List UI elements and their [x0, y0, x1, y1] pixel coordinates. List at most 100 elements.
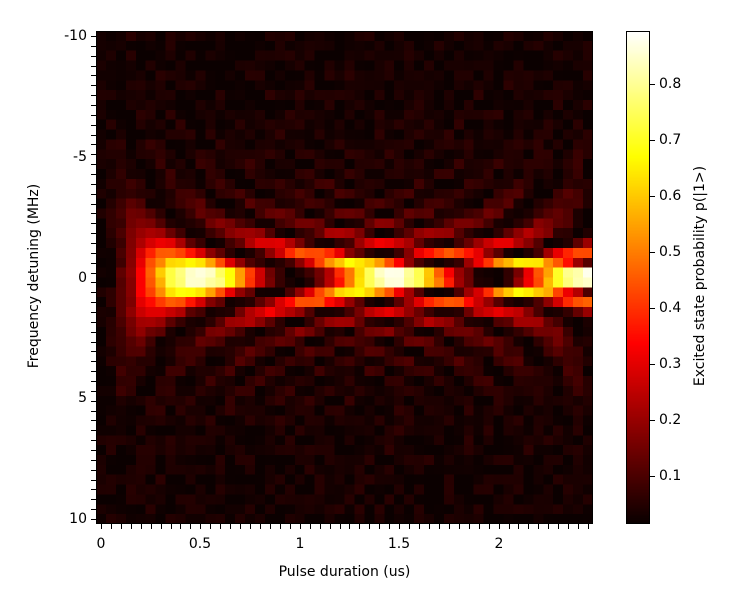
x-tick — [509, 524, 510, 529]
x-tick — [568, 524, 569, 529]
x-tick — [200, 524, 201, 529]
x-tick — [190, 524, 191, 529]
x-tick — [340, 524, 341, 529]
y-tick — [91, 253, 96, 254]
colorbar-tick-label: 0.8 — [659, 76, 682, 92]
x-tick — [220, 524, 221, 529]
x-tick — [210, 524, 211, 529]
x-tick-label: 0.5 — [188, 536, 212, 552]
y-tick — [91, 213, 96, 214]
x-tick — [131, 524, 132, 529]
x-tick — [161, 524, 162, 529]
x-tick — [260, 524, 261, 529]
y-tick — [91, 273, 96, 274]
colorbar-tick — [650, 308, 655, 309]
y-tick — [91, 144, 96, 145]
x-tick — [578, 524, 579, 529]
x-tick — [419, 524, 420, 529]
x-tick — [479, 524, 480, 529]
y-tick — [91, 66, 96, 67]
colorbar-tick — [650, 364, 655, 365]
y-tick-label: -5 — [73, 149, 87, 165]
x-tick — [121, 524, 122, 529]
colorbar — [626, 31, 650, 524]
y-tick — [91, 450, 96, 451]
x-tick — [151, 524, 152, 529]
colorbar-tick — [650, 84, 655, 85]
colorbar-tick-label: 0.6 — [659, 188, 682, 204]
x-tick — [469, 524, 470, 529]
y-tick — [91, 302, 96, 303]
colorbar-tick-label: 0.4 — [659, 300, 682, 316]
y-tick — [91, 430, 96, 431]
x-tick — [459, 524, 460, 529]
y-tick — [91, 282, 96, 283]
y-tick-label: 0 — [78, 270, 87, 286]
x-tick — [270, 524, 271, 529]
x-tick — [588, 524, 589, 529]
y-tick — [91, 292, 96, 293]
y-tick — [91, 194, 96, 195]
y-tick — [91, 36, 96, 37]
colorbar-tick — [650, 252, 655, 253]
y-tick — [91, 85, 96, 86]
colorbar-tick-label: 0.1 — [659, 468, 682, 484]
x-tick — [101, 524, 102, 529]
y-tick — [91, 440, 96, 441]
y-tick — [91, 56, 96, 57]
y-tick — [91, 322, 96, 323]
x-tick — [250, 524, 251, 529]
colorbar-tick-label: 0.5 — [659, 244, 682, 260]
colorbar-tick-label: 0.3 — [659, 356, 682, 372]
colorbar-tick-label: 0.7 — [659, 132, 682, 148]
x-tick — [320, 524, 321, 529]
y-tick — [91, 115, 96, 116]
y-tick-label: 10 — [69, 511, 87, 527]
y-tick — [91, 105, 96, 106]
x-axis-label: Pulse duration (us) — [278, 564, 411, 580]
x-tick-label: 0 — [96, 536, 106, 552]
x-tick — [538, 524, 539, 529]
x-tick — [240, 524, 241, 529]
x-tick-label: 1 — [295, 536, 305, 552]
heatmap-plot-area — [96, 31, 593, 524]
colorbar-label: Excited state probability p(|1>) — [692, 165, 708, 387]
colorbar-tick — [650, 476, 655, 477]
x-tick — [558, 524, 559, 529]
colorbar-tick — [650, 196, 655, 197]
y-tick — [91, 351, 96, 352]
y-tick-label: 5 — [78, 390, 87, 406]
colorbar-tick-label: 0.2 — [659, 412, 682, 428]
y-tick — [91, 95, 96, 96]
y-tick — [91, 420, 96, 421]
y-tick — [91, 164, 96, 165]
y-axis-label: Frequency detuning (MHz) — [26, 183, 42, 369]
x-tick — [310, 524, 311, 529]
x-tick — [230, 524, 231, 529]
y-tick — [91, 361, 96, 362]
x-tick — [439, 524, 440, 529]
y-tick — [91, 499, 96, 500]
x-tick — [449, 524, 450, 529]
y-tick — [91, 223, 96, 224]
y-tick-label: -10 — [64, 28, 87, 44]
x-tick — [180, 524, 181, 529]
x-tick — [379, 524, 380, 529]
x-tick — [389, 524, 390, 529]
y-tick — [91, 470, 96, 471]
x-tick — [399, 524, 400, 529]
y-tick — [91, 135, 96, 136]
y-tick — [91, 401, 96, 402]
y-tick — [91, 332, 96, 333]
x-tick — [111, 524, 112, 529]
x-tick — [489, 524, 490, 529]
y-tick — [91, 381, 96, 382]
y-tick — [91, 391, 96, 392]
y-tick — [91, 263, 96, 264]
x-tick — [359, 524, 360, 529]
x-tick — [349, 524, 350, 529]
x-tick — [171, 524, 172, 529]
y-tick — [91, 154, 96, 155]
y-tick — [91, 174, 96, 175]
